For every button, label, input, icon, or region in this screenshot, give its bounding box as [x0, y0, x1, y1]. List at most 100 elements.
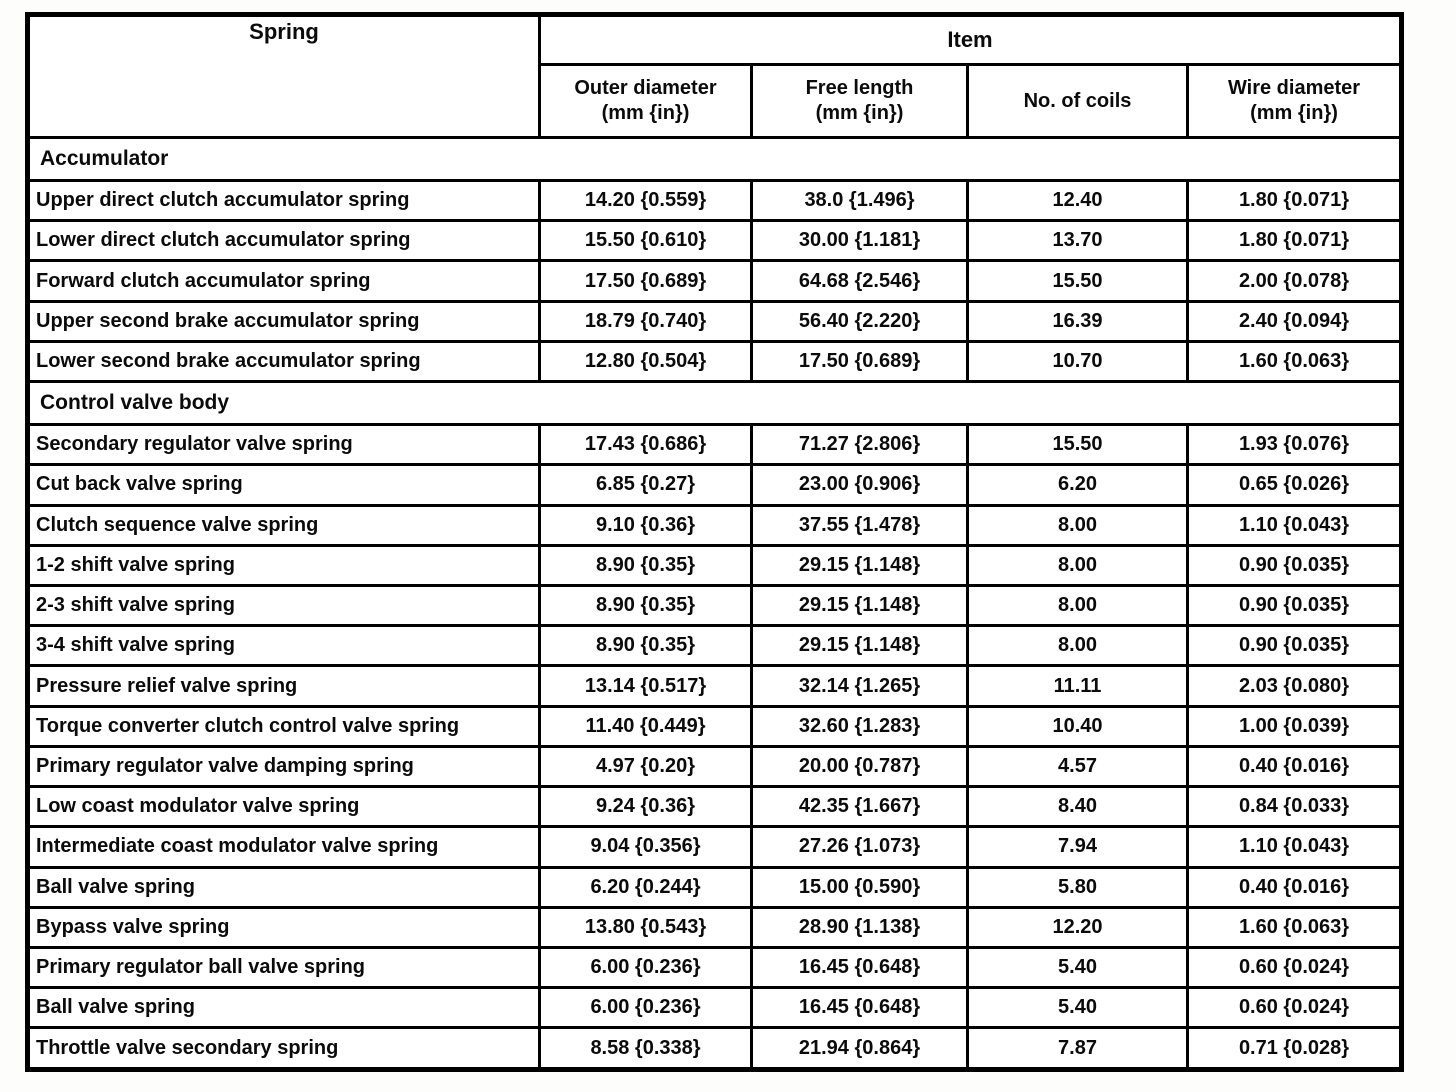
outer-diameter-value: 9.10 {0.36}	[538, 503, 753, 547]
outer-diameter-value: 17.43 {0.686}	[538, 423, 753, 467]
spring-name: Upper direct clutch accumulator spring	[26, 178, 541, 223]
free-length-value: 15.00 {0.590}	[750, 865, 969, 909]
spring-name: Ball valve spring	[26, 865, 541, 909]
free-length-value: 32.60 {1.283}	[750, 704, 969, 748]
column-header-unit: (mm {in})	[1250, 102, 1338, 124]
wire-diameter-value: 1.10 {0.043}	[1186, 825, 1403, 869]
no-of-coils-value: 13.70	[966, 219, 1189, 263]
wire-diameter-value: 2.00 {0.078}	[1186, 259, 1403, 303]
column-header-label: Outer diameter	[574, 77, 717, 99]
free-length-value: 38.0 {1.496}	[750, 178, 969, 223]
no-of-coils-value: 16.39	[966, 299, 1189, 343]
spring-name: Secondary regulator valve spring	[26, 423, 541, 467]
header-row-columns: Outer diameter (mm {in}) Free length (mm…	[28, 63, 1403, 139]
table-row: Forward clutch accumulator spring 17.50 …	[26, 259, 1403, 303]
outer-diameter-value: 8.90 {0.35}	[538, 624, 753, 668]
spring-name: Cut back valve spring	[26, 463, 541, 507]
column-header-wire-diameter: Wire diameter (mm {in})	[1186, 63, 1403, 139]
wire-diameter-value: 1.93 {0.076}	[1186, 423, 1403, 467]
free-length-value: 16.45 {0.648}	[750, 986, 969, 1030]
section-title: Accumulator	[26, 136, 1403, 182]
free-length-value: 64.68 {2.546}	[750, 259, 969, 303]
column-header-no-of-coils: No. of coils	[966, 63, 1189, 139]
outer-diameter-value: 11.40 {0.449}	[538, 704, 753, 748]
no-of-coils-value: 15.50	[966, 423, 1189, 467]
free-length-value: 23.00 {0.906}	[750, 463, 969, 507]
table-row: Low coast modulator valve spring 9.24 {0…	[26, 785, 1403, 829]
outer-diameter-value: 9.04 {0.356}	[538, 825, 753, 869]
no-of-coils-value: 6.20	[966, 463, 1189, 507]
wire-diameter-value: 1.60 {0.063}	[1186, 905, 1403, 949]
free-length-value: 20.00 {0.787}	[750, 744, 969, 789]
table-row: Ball valve spring 6.20 {0.244} 15.00 {0.…	[26, 865, 1403, 909]
wire-diameter-value: 1.10 {0.043}	[1186, 503, 1403, 547]
wire-diameter-value: 1.00 {0.039}	[1186, 704, 1403, 748]
table-row: Primary regulator ball valve spring 6.00…	[26, 945, 1403, 990]
outer-diameter-value: 17.50 {0.689}	[538, 259, 753, 303]
spring-name: Ball valve spring	[26, 986, 541, 1030]
table-row: Upper direct clutch accumulator spring 1…	[26, 178, 1403, 223]
table-row: 2-3 shift valve spring 8.90 {0.35} 29.15…	[26, 583, 1403, 628]
table-row: Primary regulator valve damping spring 4…	[26, 744, 1403, 789]
spring-name: 3-4 shift valve spring	[26, 624, 541, 668]
wire-diameter-value: 0.84 {0.033}	[1186, 785, 1403, 829]
item-group-header: Item	[538, 13, 1403, 66]
no-of-coils-value: 5.40	[966, 945, 1189, 990]
spring-name: Clutch sequence valve spring	[26, 503, 541, 547]
outer-diameter-value: 14.20 {0.559}	[538, 178, 753, 223]
spring-name: Torque converter clutch control valve sp…	[26, 704, 541, 748]
free-length-value: 21.94 {0.864}	[750, 1026, 969, 1071]
spring-name: Primary regulator valve damping spring	[26, 744, 541, 789]
column-header-unit: (mm {in})	[601, 102, 690, 124]
spring-name: Intermediate coast modulator valve sprin…	[26, 825, 541, 869]
free-length-value: 29.15 {1.148}	[750, 583, 969, 628]
wire-diameter-value: 2.40 {0.094}	[1186, 299, 1403, 343]
table-row: 1-2 shift valve spring 8.90 {0.35} 29.15…	[26, 543, 1403, 587]
wire-diameter-value: 1.60 {0.063}	[1186, 339, 1403, 384]
spring-name: Lower direct clutch accumulator spring	[26, 219, 541, 263]
column-header-label: No. of coils	[1023, 89, 1132, 112]
outer-diameter-value: 6.00 {0.236}	[538, 986, 753, 1030]
table-row: Intermediate coast modulator valve sprin…	[26, 825, 1403, 869]
wire-diameter-value: 0.71 {0.028}	[1186, 1026, 1403, 1071]
free-length-value: 32.14 {1.265}	[750, 664, 969, 708]
free-length-value: 30.00 {1.181}	[750, 219, 969, 263]
spring-name: 1-2 shift valve spring	[26, 543, 541, 587]
wire-diameter-value: 2.03 {0.080}	[1186, 664, 1403, 708]
wire-diameter-value: 0.40 {0.016}	[1186, 865, 1403, 909]
spring-name: 2-3 shift valve spring	[26, 583, 541, 628]
no-of-coils-value: 8.00	[966, 503, 1189, 547]
free-length-value: 17.50 {0.689}	[750, 339, 969, 384]
no-of-coils-value: 5.40	[966, 986, 1189, 1030]
table-row: Clutch sequence valve spring 9.10 {0.36}…	[26, 503, 1403, 547]
wire-diameter-value: 0.90 {0.035}	[1186, 583, 1403, 628]
spring-name: Upper second brake accumulator spring	[26, 299, 541, 343]
table-row: Cut back valve spring 6.85 {0.27} 23.00 …	[26, 463, 1403, 507]
free-length-value: 28.90 {1.138}	[750, 905, 969, 949]
spring-name: Forward clutch accumulator spring	[26, 259, 541, 303]
outer-diameter-value: 13.80 {0.543}	[538, 905, 753, 949]
spring-name: Pressure relief valve spring	[26, 664, 541, 708]
free-length-value: 56.40 {2.220}	[750, 299, 969, 343]
table-row: Lower direct clutch accumulator spring 1…	[26, 219, 1403, 263]
outer-diameter-value: 8.58 {0.338}	[538, 1026, 753, 1071]
no-of-coils-value: 8.40	[966, 785, 1189, 829]
no-of-coils-value: 12.20	[966, 905, 1189, 949]
outer-diameter-value: 6.00 {0.236}	[538, 945, 753, 990]
no-of-coils-value: 11.11	[966, 664, 1189, 708]
table-row: Pressure relief valve spring 13.14 {0.51…	[26, 664, 1403, 708]
table-row: Torque converter clutch control valve sp…	[26, 704, 1403, 748]
wire-diameter-value: 0.40 {0.016}	[1186, 744, 1403, 789]
table-row: Bypass valve spring 13.80 {0.543} 28.90 …	[26, 905, 1403, 949]
column-header-label: Wire diameter	[1227, 77, 1361, 99]
free-length-value: 71.27 {2.806}	[750, 423, 969, 467]
outer-diameter-value: 6.85 {0.27}	[538, 463, 753, 507]
header-row-top: Spring Item	[26, 13, 1403, 139]
free-length-value: 29.15 {1.148}	[750, 624, 969, 668]
wire-diameter-value: 0.65 {0.026}	[1186, 463, 1403, 507]
free-length-value: 27.26 {1.073}	[750, 825, 969, 869]
table-row: Throttle valve secondary spring 8.58 {0.…	[26, 1026, 1403, 1071]
spring-name: Primary regulator ball valve spring	[26, 945, 541, 990]
section-title: Control valve body	[26, 380, 1403, 427]
